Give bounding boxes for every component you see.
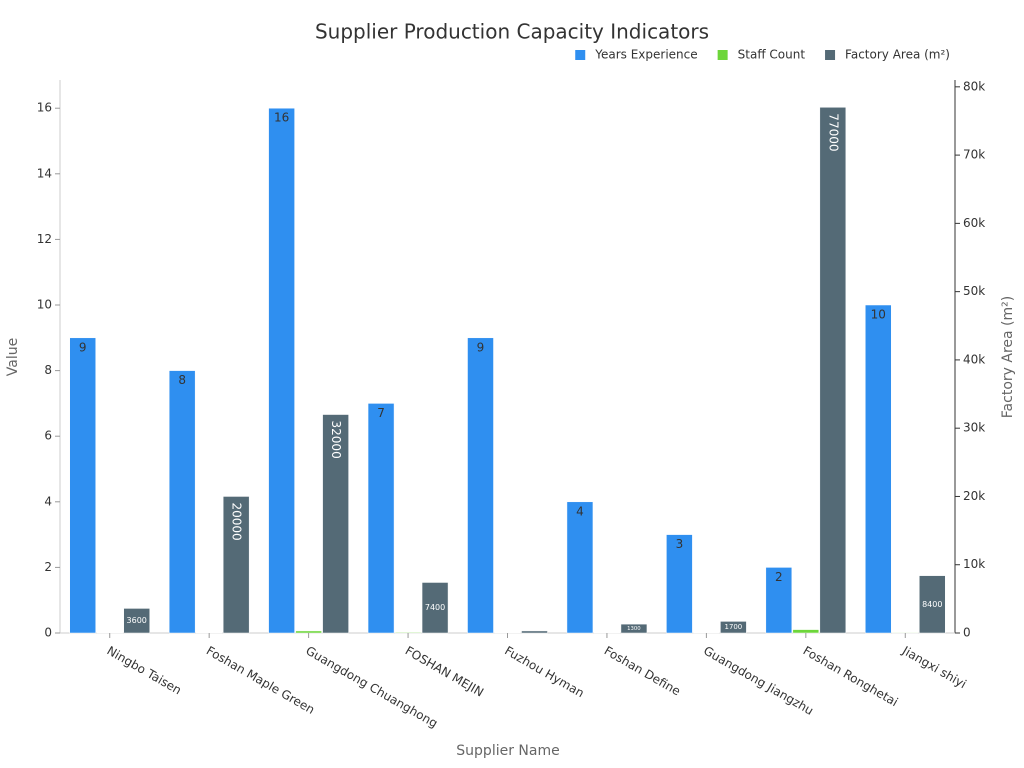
x-tick-label: Foshan Ronghetai	[801, 644, 901, 710]
bar	[666, 534, 693, 634]
x-tick-label: Fuzhou Hyman	[502, 644, 586, 701]
data-label: 10	[871, 308, 886, 322]
y2-tick-label: 0	[963, 626, 971, 640]
bar	[892, 632, 919, 634]
y2-tick-label: 80k	[963, 79, 985, 93]
x-tick-label: Foshan Define	[602, 644, 683, 699]
data-label: 8	[178, 373, 186, 387]
x-tick-label: Ningbo Taisen	[104, 644, 183, 698]
bar	[566, 501, 594, 634]
y2-tick-label: 30k	[963, 421, 985, 435]
data-label: 2	[775, 570, 783, 584]
bar	[123, 608, 150, 634]
bar	[467, 337, 494, 634]
y2-tick-label: 40k	[963, 352, 985, 366]
legend-marker	[575, 50, 586, 60]
data-label: 1700	[725, 623, 743, 631]
bar	[919, 575, 946, 634]
x-tick-label: Foshan Maple Green	[204, 644, 317, 717]
y-tick-label: 10	[37, 298, 52, 312]
data-label: 4	[576, 504, 584, 518]
legend-marker	[825, 50, 836, 60]
data-label: 77000	[826, 113, 840, 151]
y-tick-label: 12	[37, 232, 52, 246]
y2-axis-title: Factory Area (m²)	[1000, 296, 1016, 418]
y-tick-label: 0	[44, 626, 52, 640]
data-label: 16	[274, 111, 289, 125]
bar	[765, 567, 793, 634]
x-axis-title: Supplier Name	[456, 743, 559, 759]
bar	[819, 107, 847, 634]
legend-marker	[717, 50, 728, 60]
x-tick-label: Guangdong Jiangzhu	[701, 644, 816, 718]
y2-tick-label: 10k	[963, 557, 985, 571]
bar	[521, 630, 548, 634]
data-label: 7400	[425, 603, 445, 612]
legend-label: Factory Area (m²)	[845, 48, 950, 62]
y-tick-label: 8	[44, 363, 52, 377]
y-axis-title: Value	[5, 338, 21, 376]
data-label: 9	[477, 340, 485, 354]
y2-tick-label: 70k	[963, 148, 985, 162]
bar	[865, 304, 892, 634]
data-label: 8400	[922, 600, 942, 609]
data-label: 32000	[329, 421, 343, 459]
data-label: 3600	[127, 616, 147, 625]
y-tick-label: 2	[44, 560, 52, 574]
data-label: 20000	[230, 502, 244, 540]
x-tick-label: FOSHAN MEJIN	[403, 644, 486, 700]
bar	[322, 414, 349, 634]
bar	[168, 370, 196, 634]
bar	[295, 630, 322, 634]
legend-label: Staff Count	[738, 48, 806, 62]
bar	[69, 337, 96, 634]
bar	[268, 107, 295, 634]
data-label: 1300	[627, 626, 641, 632]
y2-tick-label: 60k	[963, 216, 985, 230]
bar	[720, 621, 747, 634]
bar	[222, 496, 250, 634]
y2-tick-label: 20k	[963, 489, 985, 503]
bar	[620, 623, 648, 634]
bar	[367, 403, 395, 634]
y-tick-label: 4	[44, 494, 52, 508]
data-label: 7	[377, 406, 385, 420]
y-tick-label: 14	[37, 166, 52, 180]
y2-tick-label: 50k	[963, 284, 985, 298]
legend-label: Years Experience	[594, 48, 697, 62]
bar	[421, 582, 449, 634]
bar	[394, 632, 422, 634]
bar	[792, 629, 820, 634]
x-tick-label: Jiangxi shiyi	[899, 643, 969, 691]
y-tick-label: 16	[37, 101, 52, 115]
y-tick-label: 6	[44, 429, 52, 443]
data-label: 3	[676, 537, 684, 551]
data-label: 9	[79, 340, 87, 354]
chart-title: Supplier Production Capacity Indicators	[315, 20, 709, 44]
